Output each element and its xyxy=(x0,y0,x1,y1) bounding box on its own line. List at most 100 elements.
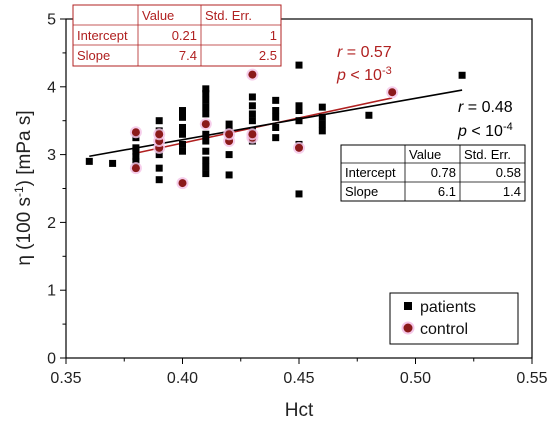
control-table-header-stderr: Std. Err. xyxy=(205,8,252,23)
patients-point xyxy=(318,127,326,135)
patients-p-label: p xyxy=(457,123,467,140)
patients-table-intercept-value: 0.78 xyxy=(431,165,456,180)
patients-point xyxy=(295,61,303,69)
control-r-annotation: r = 0.57 xyxy=(337,44,392,61)
fit-lines xyxy=(89,89,463,158)
patients-point xyxy=(225,151,233,159)
legend: patients control xyxy=(389,292,519,345)
y-tick-label: 3 xyxy=(47,147,56,164)
control-point xyxy=(201,120,210,129)
patients-point xyxy=(132,144,140,152)
patients-point xyxy=(295,190,303,198)
patients-point xyxy=(109,159,117,167)
y-axis-title-rest: ) [mPa s] xyxy=(14,110,35,186)
legend-control-marker xyxy=(403,323,413,333)
legend-control-label: control xyxy=(420,321,468,338)
patients-table-row-label-intercept: Intercept xyxy=(345,165,396,180)
control-point xyxy=(131,164,140,173)
patients-point xyxy=(458,71,466,79)
patients-point xyxy=(179,147,186,155)
patients-table-row-label-slope: Slope xyxy=(345,184,378,199)
control-table-slope-value: 7.4 xyxy=(179,48,197,63)
axis-ticks: 0.35 0.40 0.45 0.50 0.55 0 1 2 3 4 5 xyxy=(47,12,548,388)
patients-table-slope-stderr: 1.4 xyxy=(503,184,521,199)
y-tick-label: 0 xyxy=(47,351,56,368)
patients-point xyxy=(318,103,326,111)
control-table-header-value: Value xyxy=(142,8,174,23)
y-tick-label: 2 xyxy=(47,215,56,232)
patients-r-value: = 0.48 xyxy=(463,99,512,116)
legend-box xyxy=(389,292,519,345)
x-tick-label: 0.40 xyxy=(167,370,198,387)
x-tick-label: 0.50 xyxy=(400,370,431,387)
patients-correlation-annotation: r = 0.48 p < 10-4 xyxy=(457,99,513,140)
patients-fit-line xyxy=(89,89,463,158)
control-p-label: p xyxy=(336,67,346,84)
patients-table-slope-value: 6.1 xyxy=(438,184,456,199)
patients-point xyxy=(248,117,256,125)
control-table-intercept-value: 0.21 xyxy=(172,28,197,43)
y-axis-title-main: η (100 s xyxy=(14,197,35,266)
x-tick-label: 0.45 xyxy=(283,370,314,387)
patients-point xyxy=(155,117,163,125)
patients-point xyxy=(202,163,210,171)
control-p-exponent: -3 xyxy=(382,65,392,77)
x-axis-title: Hct xyxy=(285,400,314,421)
y-tick-label: 5 xyxy=(47,12,56,29)
patients-point xyxy=(202,110,210,118)
patients-point xyxy=(272,96,280,104)
patients-point xyxy=(155,164,163,172)
control-table-row-label-slope: Slope xyxy=(77,48,110,63)
control-table-border xyxy=(72,4,282,67)
control-r-label: r xyxy=(337,44,343,61)
patients-point xyxy=(202,156,210,164)
y-axis-title-sup: -1 xyxy=(12,186,26,197)
patients-p-value: < 10 xyxy=(467,123,503,140)
control-table-row-label-intercept: Intercept xyxy=(77,28,128,43)
control-fit-table: Value Std. Err. Intercept 0.21 1 Slope 7… xyxy=(72,4,282,67)
legend-patients-label: patients xyxy=(420,299,476,316)
control-p-annotation: p < 10-3 xyxy=(336,65,392,84)
control-point xyxy=(248,130,257,139)
legend-patients-marker xyxy=(404,302,412,310)
patients-point xyxy=(272,107,280,115)
patients-point xyxy=(225,171,233,179)
patients-point xyxy=(202,137,210,145)
patients-point xyxy=(202,85,210,93)
patients-point xyxy=(132,157,140,165)
patients-point xyxy=(179,107,186,115)
x-tick-label: 0.55 xyxy=(516,370,547,387)
patients-point xyxy=(272,123,280,131)
control-point xyxy=(295,143,303,152)
control-point xyxy=(225,130,234,139)
control-table-intercept-stderr: 1 xyxy=(270,28,277,43)
patients-point xyxy=(155,176,163,184)
patients-r-annotation: r = 0.48 xyxy=(458,99,513,116)
patients-point xyxy=(295,102,303,110)
patients-point xyxy=(295,107,303,115)
patients-point xyxy=(179,123,186,131)
patients-point xyxy=(318,120,326,128)
patients-point xyxy=(85,157,93,165)
control-table-slope-stderr: 2.5 xyxy=(259,48,277,63)
y-axis-title: η (100 s-1) [mPa s] xyxy=(12,110,35,265)
patients-r-label: r xyxy=(458,99,464,116)
patients-point xyxy=(272,113,280,121)
patients-table-border xyxy=(340,144,526,202)
patients-point xyxy=(132,153,140,161)
patients-point xyxy=(248,110,256,118)
x-tick-label: 0.35 xyxy=(50,370,81,387)
patients-point xyxy=(272,134,280,142)
patients-point xyxy=(318,113,326,121)
patients-point xyxy=(202,147,210,155)
control-point xyxy=(131,128,140,137)
control-point xyxy=(178,179,187,188)
control-point xyxy=(388,88,397,97)
patients-point xyxy=(365,111,373,119)
patients-point xyxy=(202,130,210,138)
patients-point xyxy=(225,120,233,128)
patients-point xyxy=(179,140,186,148)
patients-point xyxy=(202,96,210,104)
patients-p-annotation: p < 10-4 xyxy=(457,121,513,140)
